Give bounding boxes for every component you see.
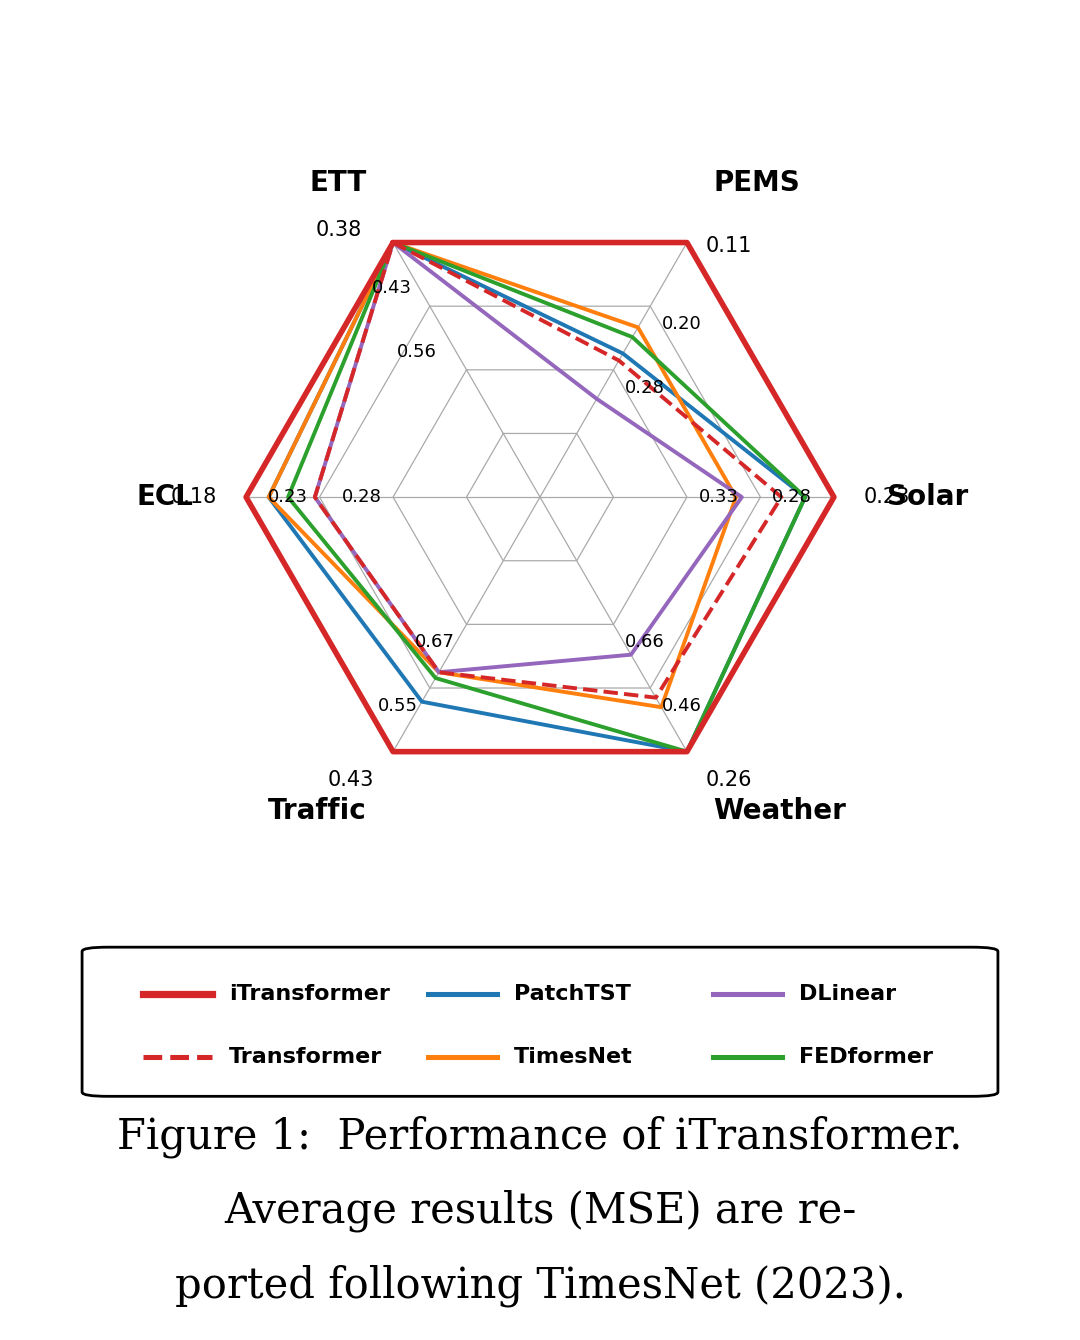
Text: FEDformer: FEDformer [799, 1047, 933, 1067]
Text: 0.28: 0.28 [772, 488, 812, 507]
Text: 0.66: 0.66 [625, 634, 665, 651]
Text: 0.33: 0.33 [699, 488, 739, 507]
Text: ported following TimesNet (2023).: ported following TimesNet (2023). [175, 1264, 905, 1306]
Text: Average results (MSE) are re-: Average results (MSE) are re- [224, 1190, 856, 1233]
Text: TimesNet: TimesNet [514, 1047, 633, 1067]
Text: 0.28: 0.28 [625, 379, 665, 397]
FancyBboxPatch shape [82, 947, 998, 1096]
Text: PEMS: PEMS [714, 169, 800, 197]
Text: ETT: ETT [309, 169, 366, 197]
Text: PatchTST: PatchTST [514, 984, 631, 1004]
Text: 0.18: 0.18 [171, 488, 217, 507]
Text: DLinear: DLinear [799, 984, 896, 1004]
Text: 0.46: 0.46 [662, 697, 702, 714]
Text: 0.26: 0.26 [706, 770, 753, 791]
Text: 0.23: 0.23 [268, 488, 308, 507]
Text: 0.55: 0.55 [378, 697, 418, 714]
Text: Solar: Solar [887, 484, 968, 511]
Text: 0.43: 0.43 [373, 279, 413, 297]
Text: Figure 1:  Performance of iTransformer.: Figure 1: Performance of iTransformer. [118, 1115, 962, 1158]
Text: 0.23: 0.23 [863, 488, 909, 507]
Text: 0.43: 0.43 [327, 770, 374, 791]
Text: 0.56: 0.56 [397, 343, 437, 360]
Text: Weather: Weather [714, 797, 847, 825]
Text: 0.11: 0.11 [706, 236, 753, 256]
Text: 0.20: 0.20 [662, 315, 702, 334]
Text: iTransformer: iTransformer [229, 984, 390, 1004]
Text: Traffic: Traffic [268, 797, 366, 825]
Text: Transformer: Transformer [229, 1047, 382, 1067]
Text: 0.67: 0.67 [415, 634, 455, 651]
Text: ECL: ECL [136, 484, 193, 511]
Text: 0.28: 0.28 [341, 488, 381, 507]
Text: 0.38: 0.38 [316, 220, 362, 240]
